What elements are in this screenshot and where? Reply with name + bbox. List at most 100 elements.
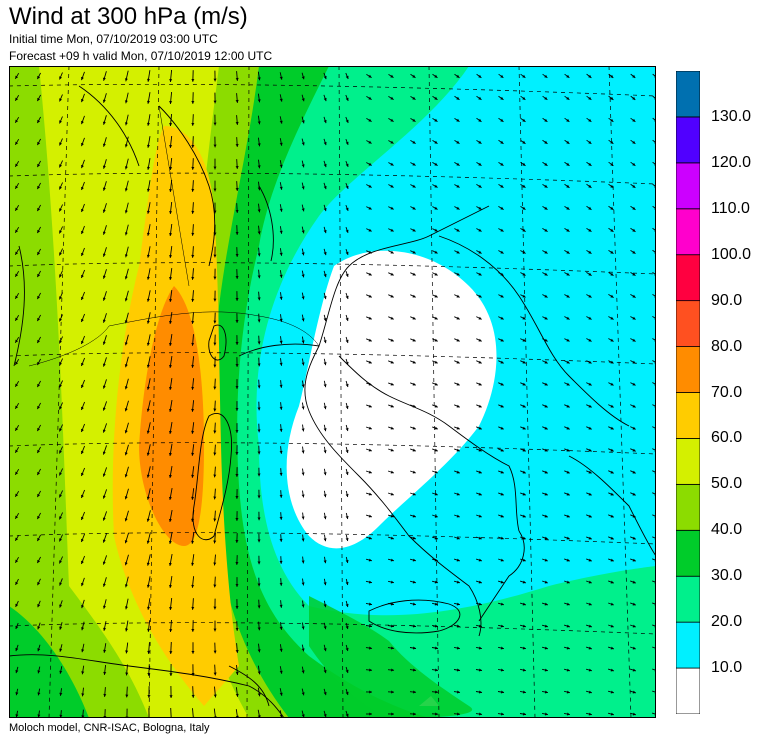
wind-arrow-head — [169, 364, 172, 368]
wind-arrow-head — [81, 120, 84, 125]
wind-arrow-head — [301, 538, 305, 542]
wind-arrow-head — [632, 426, 636, 430]
wind-arrow-head — [566, 316, 570, 320]
wind-arrow-head — [124, 144, 128, 148]
wind-arrow-head — [434, 118, 438, 122]
wind-arrow-head — [81, 230, 84, 234]
wind-arrow-head — [213, 210, 217, 214]
wind-arrow-head — [37, 604, 41, 608]
wind-arrow-head — [632, 558, 636, 562]
wind-arrow-head — [435, 668, 438, 672]
wind-arrow-head — [368, 96, 372, 100]
wind-arrow-head — [345, 493, 349, 497]
wind-arrow-head — [59, 274, 62, 278]
wind-arrow-head — [125, 694, 129, 698]
wind-arrow-head — [59, 208, 62, 212]
wind-arrow-head — [522, 382, 526, 386]
wind-arrow-head — [279, 538, 283, 542]
wind-arrow-head — [345, 471, 349, 475]
wind-arrow-head — [588, 624, 592, 628]
wind-arrow-head — [37, 163, 41, 168]
wind-arrow-head — [632, 118, 636, 122]
wind-arrow-head — [59, 142, 62, 146]
wind-arrow-head — [59, 560, 62, 564]
wind-arrow-head — [566, 536, 570, 540]
wind-arrow-head — [566, 96, 570, 100]
wind-arrow-head — [169, 673, 173, 676]
wind-arrow-head — [368, 426, 372, 430]
wind-arrow-head — [81, 472, 84, 476]
wind-arrow-head — [169, 277, 173, 280]
wind-arrow-head — [544, 74, 548, 78]
wind-arrow-head — [191, 606, 195, 610]
wind-arrow-head — [146, 298, 150, 302]
wind-arrow-head — [478, 228, 482, 232]
colorbar-label: 40.0 — [711, 521, 743, 539]
wind-arrow-head — [566, 690, 570, 694]
wind-arrow-head — [213, 474, 217, 478]
wind-arrow-head — [544, 492, 548, 496]
colorbar-label: 50.0 — [711, 475, 743, 493]
wind-arrow-head — [102, 253, 106, 257]
wind-arrow-head — [412, 580, 416, 584]
wind-arrow-head — [566, 272, 570, 276]
wind-arrow-head — [457, 712, 460, 716]
wind-arrow-head — [15, 251, 19, 255]
wind-arrow-head — [390, 470, 394, 474]
wind-arrow-head — [37, 251, 41, 256]
wind-arrow-head — [456, 580, 460, 584]
wind-arrow-head — [632, 272, 636, 276]
wind-arrow-head — [169, 79, 173, 82]
wind-arrow-head — [257, 605, 261, 609]
wind-arrow-head — [59, 450, 62, 454]
wind-arrow-head — [124, 100, 128, 104]
wind-arrow-head — [345, 691, 349, 695]
wind-arrow-head — [368, 492, 372, 496]
wind-arrow-head — [279, 230, 283, 234]
wind-arrow-head — [412, 118, 416, 122]
wind-arrow-head — [213, 298, 217, 302]
wind-arrow-head — [235, 210, 239, 213]
wind-arrow-head — [257, 275, 261, 279]
wind-arrow-head — [390, 118, 394, 122]
wind-arrow-head — [588, 338, 592, 342]
wind-arrow-head — [102, 429, 106, 433]
colorbar-label: 90.0 — [711, 291, 743, 309]
wind-arrow-head — [257, 561, 261, 565]
wind-arrow-head — [412, 558, 416, 562]
wind-arrow-head — [37, 229, 41, 234]
wind-arrow-head — [434, 294, 438, 298]
wind-arrow-head — [323, 692, 327, 696]
wind-arrow-head — [169, 651, 173, 654]
wind-arrow-head — [15, 647, 19, 652]
wind-arrow-head — [500, 580, 504, 584]
wind-arrow-head — [544, 448, 548, 452]
wind-arrow-head — [81, 582, 84, 587]
wind-arrow-head — [81, 362, 84, 366]
wind-arrow-head — [147, 144, 150, 148]
wind-arrow-head — [412, 536, 416, 540]
wind-arrow-head — [522, 118, 526, 122]
wind-arrow-head — [478, 580, 482, 584]
wind-arrow-head — [588, 668, 592, 672]
wind-arrow-head — [456, 624, 460, 628]
wind-arrow-head — [124, 342, 128, 346]
wind-arrow-head — [500, 404, 504, 408]
wind-arrow-head — [279, 120, 283, 124]
wind-arrow-head — [15, 75, 19, 79]
wind-arrow-head — [323, 362, 327, 366]
wind-arrow-head — [279, 384, 283, 388]
wind-arrow-head — [632, 250, 636, 254]
wind-arrow-head — [566, 360, 570, 364]
wind-arrow-head — [235, 474, 239, 477]
wind-arrow-head — [279, 648, 283, 652]
wind-arrow-head — [434, 250, 438, 254]
wind-arrow-head — [632, 228, 636, 232]
wind-arrow-head — [124, 386, 128, 390]
wind-arrow-head — [15, 119, 19, 123]
wind-arrow-head — [213, 452, 217, 456]
wind-arrow-head — [323, 274, 327, 278]
wind-arrow-head — [610, 536, 614, 540]
wind-arrow-head — [279, 516, 283, 520]
wind-arrow-head — [191, 232, 195, 236]
